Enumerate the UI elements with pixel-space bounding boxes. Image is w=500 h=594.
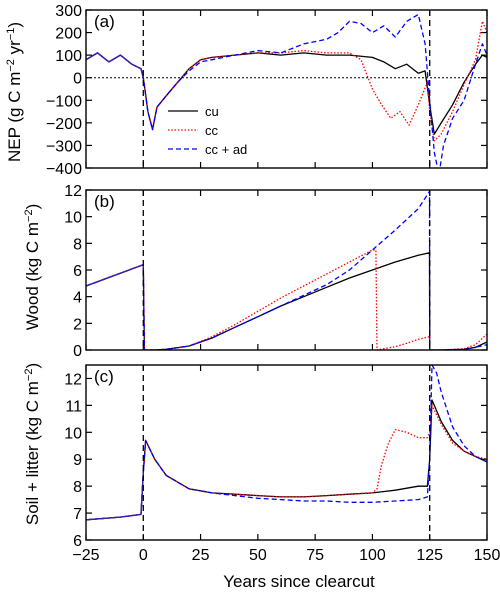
- y-tick-label: −400: [46, 161, 82, 178]
- svg-text:Soil + litter (kg C m−2): Soil + litter (kg C m−2): [23, 363, 42, 525]
- x-tick-label: 100: [359, 547, 386, 564]
- x-tick-label: 50: [249, 547, 267, 564]
- series-line-cc: [86, 249, 487, 350]
- series-line-cc: [86, 404, 487, 521]
- y-tick-label: 2: [73, 316, 82, 333]
- y-tick-label: 300: [55, 3, 82, 20]
- y-tick-label: 0: [73, 343, 82, 360]
- series-group: [86, 13, 487, 168]
- legend-label-cu: cu: [205, 104, 219, 119]
- y-tick-label: 10: [64, 210, 82, 227]
- legend: cu cc cc + ad: [168, 104, 247, 157]
- y-tick-label: −300: [46, 138, 82, 155]
- y-tick-label: 8: [73, 236, 82, 253]
- series-line-pre-clearcut: [86, 52, 144, 78]
- y-tick-label: 4: [73, 290, 82, 307]
- panel-letter: (c): [94, 367, 114, 386]
- series-line-cc-ad: [86, 13, 487, 168]
- y-tick-label: −200: [46, 116, 82, 133]
- y-tick-label: 6: [73, 263, 82, 280]
- y-axis-label-wood: Wood (kg C m−2): [23, 204, 42, 331]
- y-axis-label-soil-litter: Soil + litter (kg C m−2): [23, 363, 42, 525]
- series-line-cc: [86, 20, 487, 142]
- x-tick-label: −25: [72, 547, 99, 564]
- y-tick-label: 12: [64, 183, 82, 200]
- x-tick-label: 0: [139, 547, 148, 564]
- y-tick-label: 0: [73, 71, 82, 88]
- y-tick-label: 6: [73, 533, 82, 550]
- y-axis-label-nep: NEP (g C m−2 yr−1): [5, 22, 24, 162]
- svg-text:Wood (kg C m−2): Wood (kg C m−2): [23, 204, 42, 331]
- panels: −400−300−200−1000100200300(a)024681012(b…: [46, 3, 500, 564]
- series-group: [86, 190, 487, 350]
- x-axis-label: Years since clearcut: [223, 572, 375, 591]
- y-tick-label: 7: [73, 506, 82, 523]
- plot-frame: [85, 189, 488, 351]
- x-tick-label: 75: [306, 547, 324, 564]
- series-line-cu: [86, 399, 487, 521]
- series-line-cu: [86, 252, 487, 350]
- x-tick-label: 150: [474, 547, 500, 564]
- series-group: [86, 365, 487, 521]
- legend-label-cc-ad: cc + ad: [205, 142, 247, 157]
- x-tick-label: 25: [192, 547, 210, 564]
- y-tick-label: −100: [46, 93, 82, 110]
- x-tick-label: 125: [416, 547, 443, 564]
- panel-nep: −400 −300 −200 −100 0 100 200 300 (a): [46, 3, 488, 178]
- legend-label-cc: cc: [205, 123, 219, 138]
- svg-text:NEP (g C m−2 yr−1): NEP (g C m−2 yr−1): [5, 22, 24, 162]
- y-tick-label: 10: [64, 425, 82, 442]
- panel-letter: (a): [94, 12, 115, 31]
- panel-letter: (b): [94, 192, 115, 211]
- y-tick-label: 11: [65, 398, 82, 415]
- series-line-cc-ad: [86, 365, 487, 521]
- plot-frame: [85, 364, 488, 541]
- y-tick-label: 12: [64, 371, 82, 388]
- series-line-pre-clearcut: [86, 472, 144, 521]
- panel-wood: 0 2 4 6 8 10 12 (b): [64, 183, 488, 360]
- panel-soil-litter: 6 7 8 9 10 11 12 (c): [64, 364, 488, 550]
- y-tick-label: 200: [55, 26, 82, 43]
- y-tick-label: 100: [55, 48, 82, 65]
- series-line-pre-clearcut: [86, 264, 144, 287]
- y-tick-label: 8: [73, 479, 82, 496]
- y-tick-label: 9: [73, 452, 82, 469]
- series-line-cc-ad: [86, 190, 487, 350]
- plot-frame: [85, 9, 488, 169]
